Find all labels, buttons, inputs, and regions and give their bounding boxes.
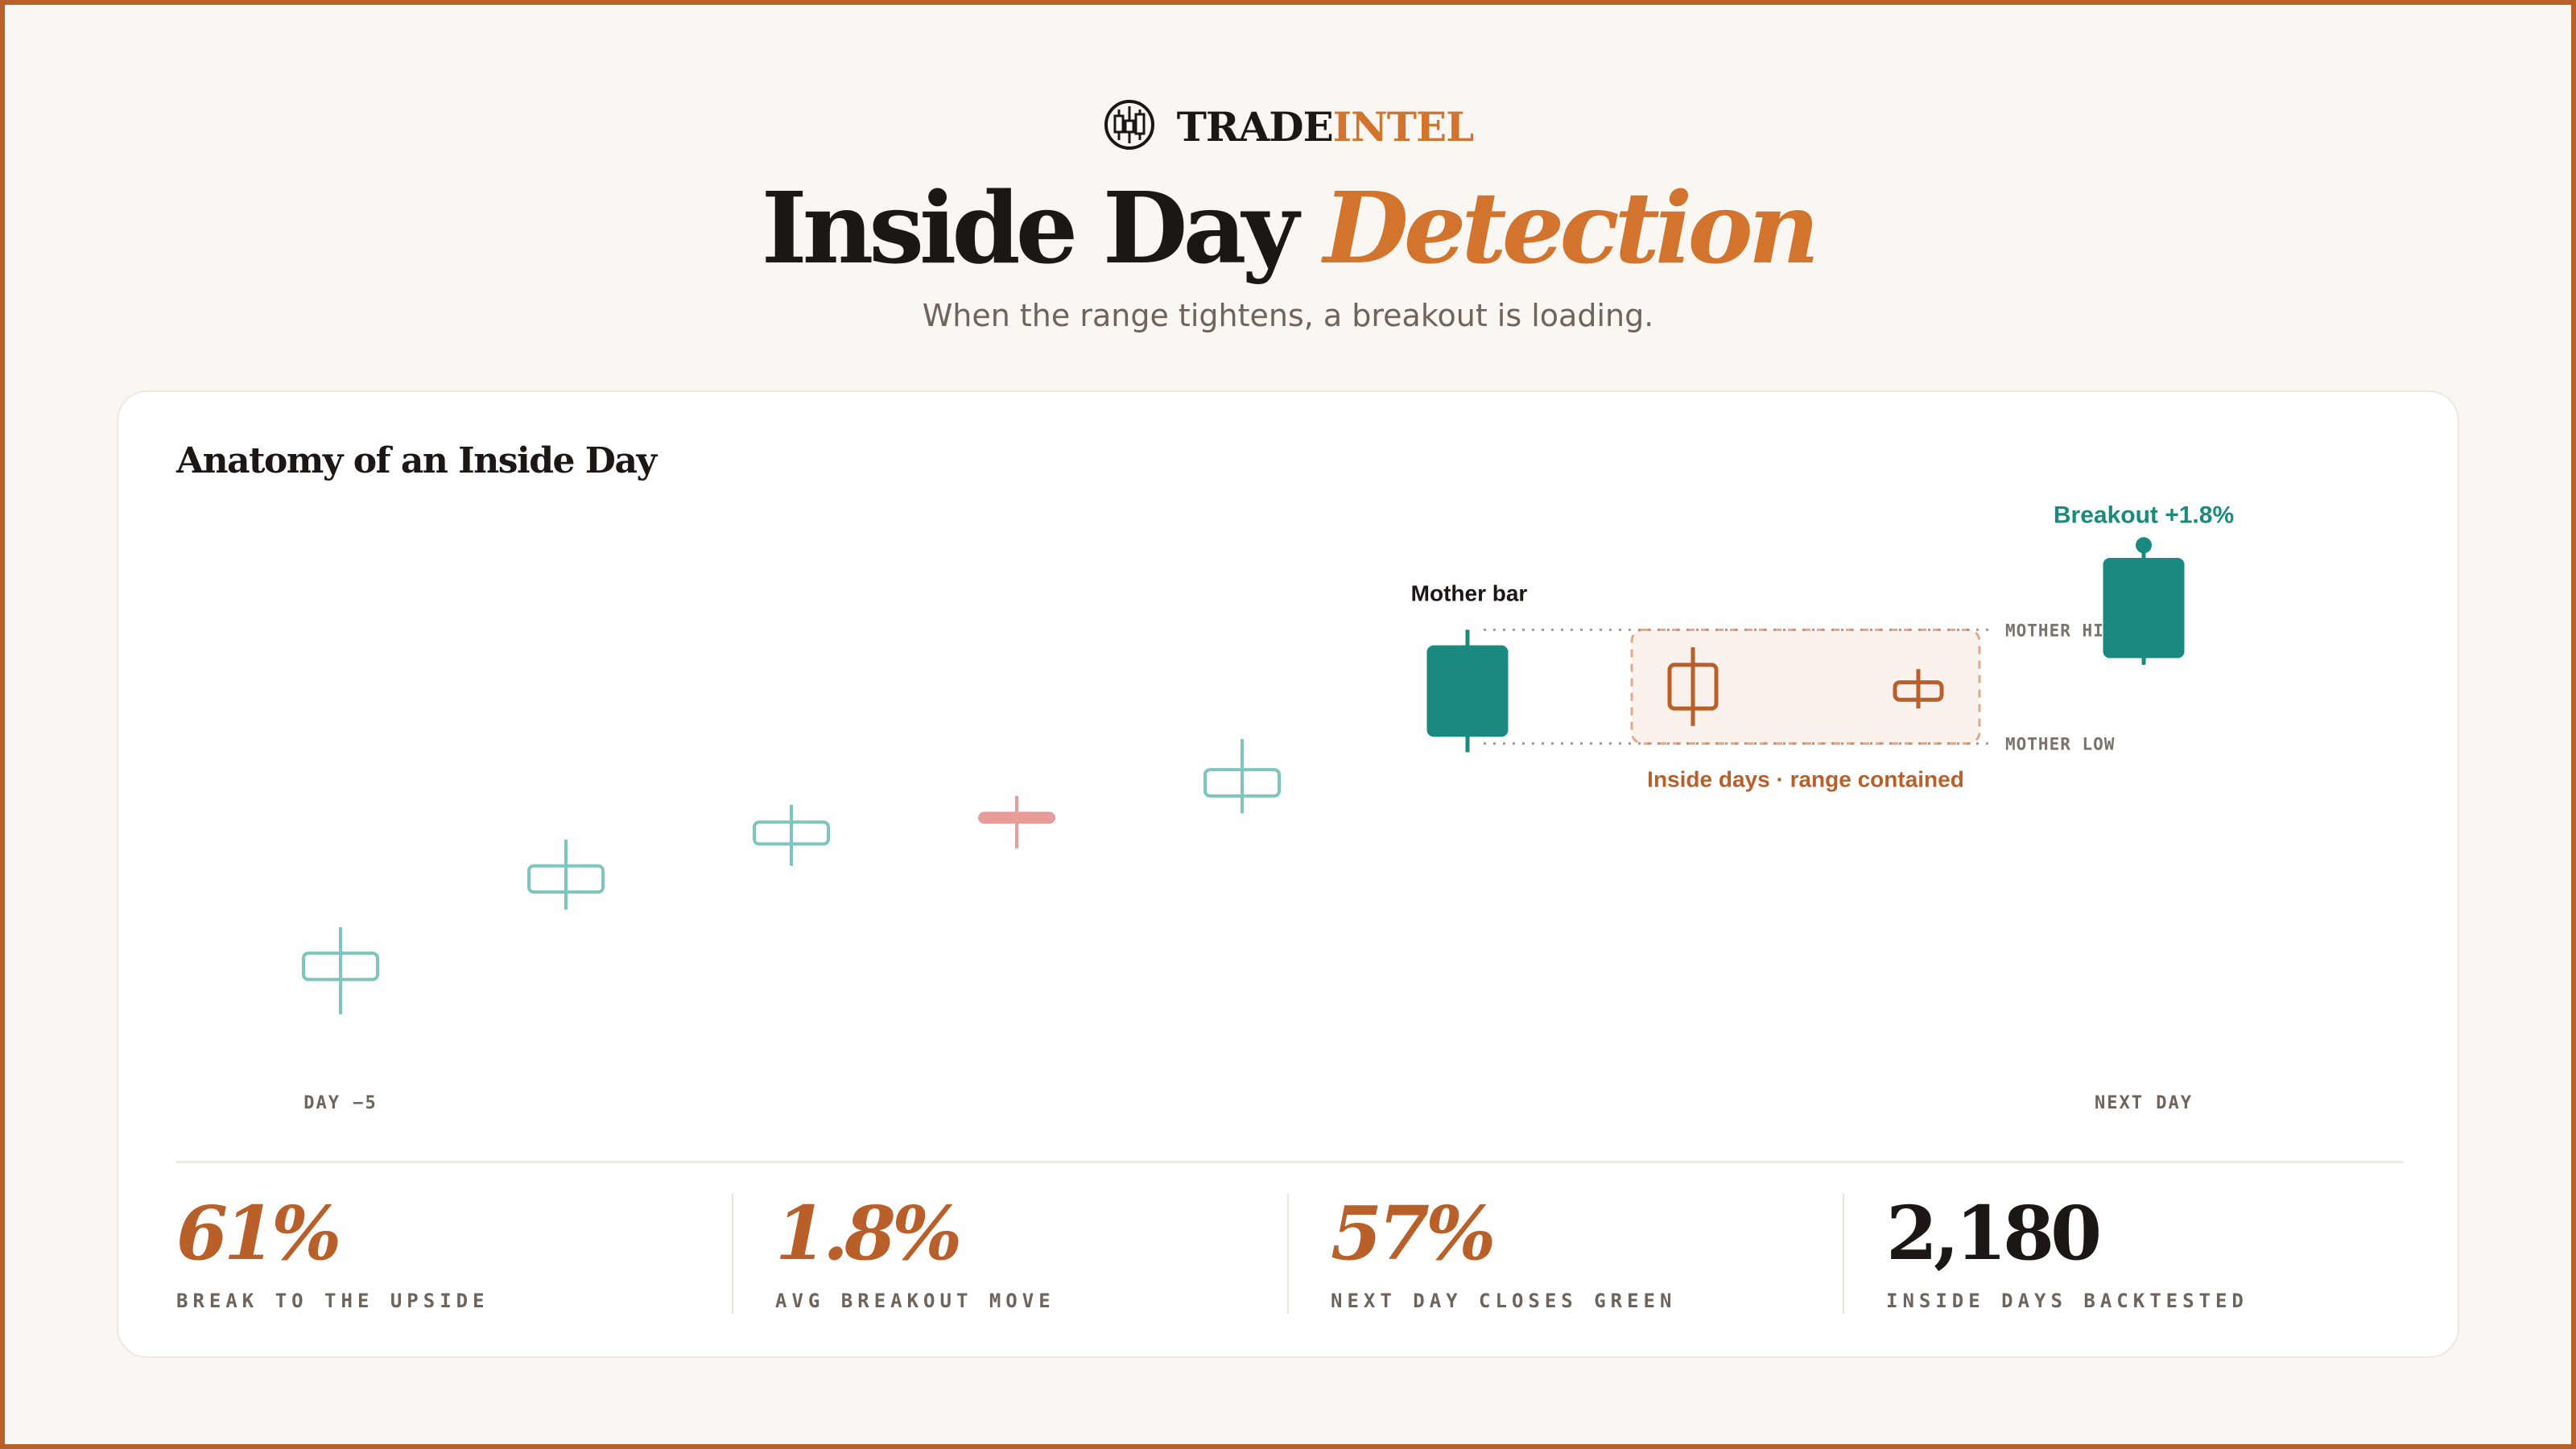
x-axis-start-label: DAY −5: [303, 1093, 377, 1113]
stat-label: BREAK TO THE UPSIDE: [176, 1290, 489, 1312]
candle-body-inside: [1667, 663, 1719, 711]
mother-bar-label: Mother bar: [1411, 580, 1528, 605]
candle-body-mother: [1426, 645, 1509, 737]
brand-name-part2: INTEL: [1332, 103, 1475, 151]
stat-block: 61% BREAK TO THE UPSIDE: [176, 1193, 732, 1314]
stat-value: 2,180: [1886, 1190, 2102, 1277]
candle-body-context-up: [302, 952, 379, 981]
candle-body-context-up: [753, 820, 830, 846]
stats-divider: [176, 1161, 2403, 1163]
inside-zone-label: Inside days · range contained: [1647, 767, 1964, 792]
stat-label: NEXT DAY CLOSES GREEN: [1331, 1290, 1677, 1312]
candle-body-inside: [1893, 680, 1944, 702]
stat-value: 57%: [1331, 1190, 1496, 1277]
page-title: Inside Day Detection: [0, 167, 2576, 288]
mother-low-label: MOTHER LOW: [2005, 735, 2115, 754]
stat-block: 57% NEXT DAY CLOSES GREEN: [1287, 1193, 1843, 1314]
stat-block: 2,180 INSIDE DAYS BACKTESTED: [1843, 1193, 2398, 1314]
brand-name-part1: TRADE: [1176, 103, 1334, 151]
stat-label: INSIDE DAYS BACKTESTED: [1886, 1290, 2248, 1312]
stat-label: AVG BREAKOUT MOVE: [775, 1290, 1055, 1312]
x-axis-end-label: NEXT DAY: [2095, 1093, 2193, 1113]
card-title: Anatomy of an Inside Day: [176, 440, 657, 481]
candlestick-logo-icon: [1103, 98, 1156, 155]
candle-body-breakout-overlay: [2103, 558, 2185, 658]
page-title-part2: Detection: [1323, 170, 1819, 286]
candle-body-context-up: [1203, 768, 1281, 798]
page-subtitle: When the range tightens, a breakout is l…: [922, 298, 1654, 333]
candlestick-chart: Mother bar Inside days · range contained B…: [302, 502, 2234, 1113]
brand-name: TRADEINTEL: [1176, 103, 1475, 151]
page-title-part1: Inside Day: [761, 170, 1299, 286]
stat-value: 1.8%: [775, 1190, 962, 1277]
breakout-label: Breakout +1.8%: [2054, 502, 2234, 528]
inside-day-zone: [1630, 628, 1981, 745]
brand-header: TRADEINTEL: [0, 98, 2576, 155]
stat-value: 61%: [176, 1190, 341, 1277]
candle-body-context-up: [527, 864, 605, 894]
chart-card: Anatomy of an Inside Day Mother bar Insid…: [117, 390, 2459, 1358]
breakout-dot: [2136, 537, 2152, 554]
candle-body-context-down: [978, 811, 1055, 824]
stat-block: 1.8% AVG BREAKOUT MOVE: [732, 1193, 1287, 1314]
